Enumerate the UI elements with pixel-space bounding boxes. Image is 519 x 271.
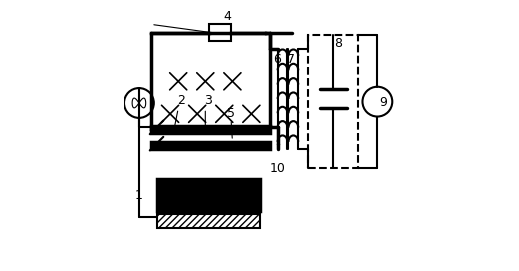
Text: 1: 1 <box>135 189 143 202</box>
Text: 11: 11 <box>235 205 251 218</box>
Bar <box>157 214 260 228</box>
Bar <box>151 126 270 133</box>
Text: 10: 10 <box>269 162 285 175</box>
Text: 5: 5 <box>227 107 235 120</box>
Bar <box>151 142 270 149</box>
Text: 7: 7 <box>286 53 295 66</box>
Text: 4: 4 <box>223 10 231 23</box>
Bar <box>157 179 260 211</box>
Bar <box>308 35 359 168</box>
Bar <box>209 24 231 41</box>
Text: 2: 2 <box>177 94 185 107</box>
Text: 6: 6 <box>273 53 281 66</box>
Text: 8: 8 <box>334 37 342 50</box>
Text: 3: 3 <box>204 94 212 107</box>
Text: 9: 9 <box>379 96 387 109</box>
